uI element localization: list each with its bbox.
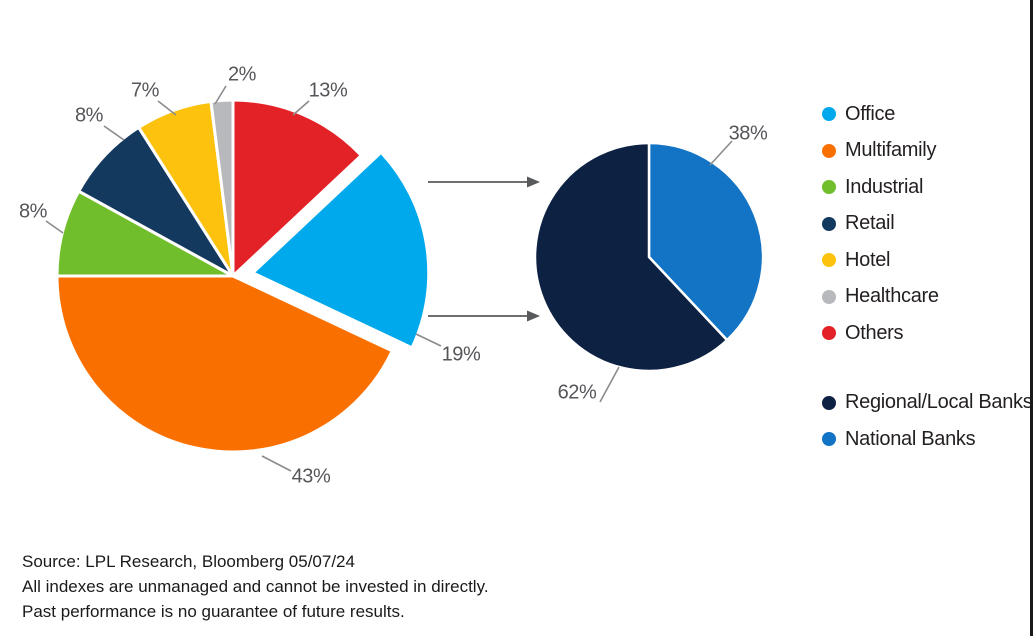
legend-label-regional-local-banks: Regional/Local Banks: [845, 391, 1033, 413]
pie-slice-regional-local-banks: [533, 141, 729, 373]
legend-item-office: Office: [822, 102, 1027, 126]
leader-line-industrial: [45, 220, 64, 234]
legend-dot-industrial: [822, 180, 836, 194]
legend-dot-multifamily: [822, 143, 836, 158]
pie-slice-others: [231, 98, 363, 278]
legend-dot-healthcare: [822, 289, 836, 304]
legend-dot-regional-local-banks: [822, 395, 836, 410]
property-type-pie: [55, 98, 431, 454]
arrow-bottom-head: [527, 310, 540, 322]
legend-dot-others: [822, 326, 836, 340]
disclaimer-line1: All indexes are unmanaged and cannot be …: [22, 577, 489, 596]
legend-label-multifamily: Multifamily: [845, 139, 937, 161]
legend-label-hotel: Hotel: [845, 248, 891, 271]
legend-item-others: Others: [822, 321, 1027, 345]
legend: Office Multifamily Industrial Retail Hotel He…: [822, 102, 1033, 464]
source-line: Source: LPL Research, Bloomberg 05/07/24: [22, 552, 355, 571]
pie-slice-healthcare: [209, 98, 235, 278]
legend-label-healthcare: Healthcare: [845, 285, 939, 307]
leader-line-hotel: [157, 100, 177, 116]
legend-group-gap: [822, 358, 1027, 391]
legend-dot-retail: [822, 216, 836, 231]
pct-label-national-banks: 38%: [728, 122, 768, 145]
pct-label-others: 13%: [308, 79, 348, 102]
legend-item-national-banks: National Banks: [822, 427, 1027, 451]
right-edge-border: [1030, 0, 1033, 636]
pie-slice-national-banks: [647, 141, 765, 342]
leader-line-healthcare: [214, 85, 227, 105]
leader-line-national: [709, 140, 733, 166]
legend-dot-hotel: [822, 253, 836, 267]
pct-label-healthcare: 2%: [227, 63, 257, 86]
legend-label-retail: Retail: [845, 212, 895, 234]
pct-label-regional-banks: 62%: [557, 381, 597, 404]
leader-line-multifamily: [261, 455, 292, 472]
pct-label-retail: 8%: [74, 104, 104, 127]
pct-label-office: 19%: [441, 343, 481, 366]
pct-label-hotel: 7%: [130, 79, 160, 102]
legend-group-property-types: Office Multifamily Industrial Retail Hotel He…: [822, 102, 1027, 345]
pct-label-industrial: 8%: [18, 200, 48, 223]
legend-item-hotel: Hotel: [822, 248, 1027, 272]
legend-label-others: Others: [845, 321, 904, 344]
leader-line-regional: [599, 366, 620, 403]
pie-slice-office: [251, 150, 431, 350]
connector-arrows: [428, 176, 540, 322]
pct-label-multifamily: 43%: [291, 465, 331, 488]
pie-slice-retail: [77, 125, 235, 278]
legend-label-industrial: Industrial: [845, 175, 924, 198]
disclaimer-line2: Past performance is no guarantee of futu…: [22, 602, 405, 621]
arrow-top-head: [527, 176, 540, 188]
legend-item-retail: Retail: [822, 212, 1027, 236]
legend-dot-national-banks: [822, 432, 836, 446]
footer-notes: Source: LPL Research, Bloomberg 05/07/24…: [22, 549, 489, 624]
legend-group-bank-types: Regional/Local Banks National Banks: [822, 391, 1033, 452]
legend-item-healthcare: Healthcare: [822, 285, 1027, 309]
legend-dot-office: [822, 107, 836, 121]
leader-lines: [45, 85, 733, 472]
legend-item-multifamily: Multifamily: [822, 139, 1027, 163]
leader-line-office: [415, 333, 442, 347]
leader-line-retail: [103, 125, 125, 141]
legend-label-office: Office: [845, 102, 896, 125]
bank-type-pie: [533, 141, 765, 373]
leader-line-others: [292, 100, 310, 116]
legend-item-regional-local-banks: Regional/Local Banks: [822, 391, 1033, 415]
legend-item-industrial: Industrial: [822, 175, 1027, 199]
legend-label-national-banks: National Banks: [845, 427, 976, 450]
pie-slice-multifamily: [55, 274, 394, 454]
